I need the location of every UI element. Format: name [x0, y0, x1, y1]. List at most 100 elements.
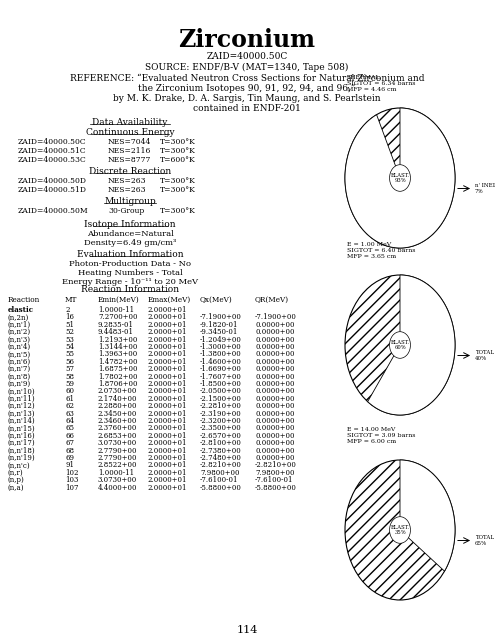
Text: 2.0000+01: 2.0000+01	[148, 476, 188, 484]
Text: -2.7480+00: -2.7480+00	[200, 454, 242, 462]
Text: elastic: elastic	[8, 306, 34, 314]
Text: -5.8800+00: -5.8800+00	[255, 484, 297, 492]
Text: 2.0000+01: 2.0000+01	[148, 454, 188, 462]
Text: Reaction: Reaction	[8, 296, 40, 304]
Text: -7.6100-01: -7.6100-01	[200, 476, 239, 484]
Text: 0.0000+00: 0.0000+00	[255, 395, 295, 403]
Text: (n,n'19): (n,n'19)	[8, 454, 36, 462]
Text: -1.8500+00: -1.8500+00	[200, 380, 242, 388]
Text: Photon-Production Data - No: Photon-Production Data - No	[69, 260, 191, 268]
Text: 2.0000+01: 2.0000+01	[148, 432, 188, 440]
Text: 2.0000+01: 2.0000+01	[148, 328, 188, 336]
Ellipse shape	[345, 460, 455, 600]
Text: 2.0000+01: 2.0000+01	[148, 380, 188, 388]
Text: 103: 103	[65, 476, 78, 484]
Text: -7.1900+00: -7.1900+00	[200, 314, 242, 321]
Text: 2.7790+00: 2.7790+00	[98, 447, 138, 454]
Text: Data Availability: Data Availability	[92, 118, 168, 127]
Text: 0.0000+00: 0.0000+00	[255, 343, 295, 351]
Text: 0.0000+00: 0.0000+00	[255, 380, 295, 388]
Text: 2.0000+01: 2.0000+01	[148, 461, 188, 469]
Text: 64: 64	[65, 417, 74, 425]
Text: 2.0000+01: 2.0000+01	[148, 424, 188, 433]
Text: NES=7044: NES=7044	[108, 138, 151, 146]
Text: 0.0000+00: 0.0000+00	[255, 410, 295, 418]
Text: -2.1500+00: -2.1500+00	[200, 395, 242, 403]
Text: 2.0000+01: 2.0000+01	[148, 350, 188, 358]
Text: 55: 55	[65, 350, 74, 358]
Text: 58: 58	[65, 372, 74, 381]
Polygon shape	[400, 460, 455, 571]
Text: 2.0000+01: 2.0000+01	[148, 395, 188, 403]
Text: T=600°K: T=600°K	[160, 156, 196, 164]
Text: 2.0000+01: 2.0000+01	[148, 410, 188, 418]
Text: -1.3000+00: -1.3000+00	[200, 343, 242, 351]
Polygon shape	[345, 108, 455, 248]
Text: QR(MeV): QR(MeV)	[255, 296, 289, 304]
Text: by M. K. Drake, D. A. Sargis, Tin Maung, and S. Pearlstein: by M. K. Drake, D. A. Sargis, Tin Maung,…	[113, 94, 381, 103]
Text: ZAID=40000.51D: ZAID=40000.51D	[18, 186, 87, 194]
Text: 0.0000+00: 0.0000+00	[255, 328, 295, 336]
Ellipse shape	[390, 164, 410, 191]
Text: 0.0000+00: 0.0000+00	[255, 402, 295, 410]
Text: 2.3450+00: 2.3450+00	[98, 410, 138, 418]
Text: n' INELASTIC
7%: n' INELASTIC 7%	[475, 183, 495, 194]
Text: 52: 52	[65, 328, 74, 336]
Text: -2.8210+00: -2.8210+00	[200, 461, 242, 469]
Text: -1.7607+00: -1.7607+00	[200, 372, 242, 381]
Text: Emax(MeV): Emax(MeV)	[148, 296, 191, 304]
Text: 2.0000+01: 2.0000+01	[148, 343, 188, 351]
Text: (n,n'7): (n,n'7)	[8, 365, 31, 373]
Text: 1.8706+00: 1.8706+00	[98, 380, 138, 388]
Text: 2.0000+01: 2.0000+01	[148, 314, 188, 321]
Text: 7.9800+00: 7.9800+00	[200, 468, 240, 477]
Text: 7.2700+00: 7.2700+00	[98, 314, 138, 321]
Text: -2.3190+00: -2.3190+00	[200, 410, 242, 418]
Text: T=300°K: T=300°K	[160, 138, 196, 146]
Polygon shape	[368, 275, 455, 415]
Text: 0.0000+00: 0.0000+00	[255, 387, 295, 396]
Text: 2.0000+01: 2.0000+01	[148, 365, 188, 373]
Text: ZAID=40000.50C: ZAID=40000.50C	[206, 52, 288, 61]
Text: Reaction Information: Reaction Information	[81, 285, 179, 294]
Text: (n,n'10): (n,n'10)	[8, 387, 36, 396]
Text: 2.0000+01: 2.0000+01	[148, 358, 188, 366]
Text: 114: 114	[236, 625, 258, 635]
Text: -1.2049+00: -1.2049+00	[200, 335, 242, 344]
Text: (n,n'5): (n,n'5)	[8, 350, 31, 358]
Text: (n,n'4): (n,n'4)	[8, 343, 31, 351]
Text: 2.0000+01: 2.0000+01	[148, 484, 188, 492]
Text: 1.6875+00: 1.6875+00	[98, 365, 138, 373]
Text: 0.0000+00: 0.0000+00	[255, 417, 295, 425]
Text: 2.3760+00: 2.3760+00	[98, 424, 138, 433]
Ellipse shape	[390, 516, 410, 543]
Text: 67: 67	[65, 439, 74, 447]
Text: (n,n'13): (n,n'13)	[8, 410, 36, 418]
Text: 2.0000+01: 2.0000+01	[148, 306, 188, 314]
Text: -2.2810+00: -2.2810+00	[200, 402, 242, 410]
Text: 2.0000+01: 2.0000+01	[148, 372, 188, 381]
Ellipse shape	[345, 275, 455, 415]
Text: 1.3963+00: 1.3963+00	[98, 350, 137, 358]
Text: Emin(MeV): Emin(MeV)	[98, 296, 140, 304]
Text: 1.0000-11: 1.0000-11	[98, 306, 134, 314]
Text: 2.0000+01: 2.0000+01	[148, 321, 188, 329]
Text: 59: 59	[65, 380, 74, 388]
Text: 53: 53	[65, 335, 74, 344]
Text: -2.6570+00: -2.6570+00	[200, 432, 242, 440]
Text: 3.0730+00: 3.0730+00	[98, 476, 137, 484]
Text: -2.3200+00: -2.3200+00	[200, 417, 242, 425]
Text: -2.3500+00: -2.3500+00	[200, 424, 242, 433]
Text: the Zirconium Isotopes 90, 91, 92, 94, and 96,”: the Zirconium Isotopes 90, 91, 92, 94, a…	[138, 84, 356, 93]
Text: 2.0000+01: 2.0000+01	[148, 447, 188, 454]
Text: 61: 61	[65, 395, 74, 403]
Text: ZAID=40000.53C: ZAID=40000.53C	[18, 156, 87, 164]
Text: 0.0000+00: 0.0000+00	[255, 365, 295, 373]
Text: -7.1900+00: -7.1900+00	[255, 314, 297, 321]
Text: NES=263: NES=263	[108, 177, 147, 185]
Text: 2.0000+01: 2.0000+01	[148, 468, 188, 477]
Text: 2.3460+00: 2.3460+00	[98, 417, 138, 425]
Text: 2.1740+00: 2.1740+00	[98, 395, 138, 403]
Text: -2.0500+00: -2.0500+00	[200, 387, 242, 396]
Text: (n,n'1): (n,n'1)	[8, 321, 31, 329]
